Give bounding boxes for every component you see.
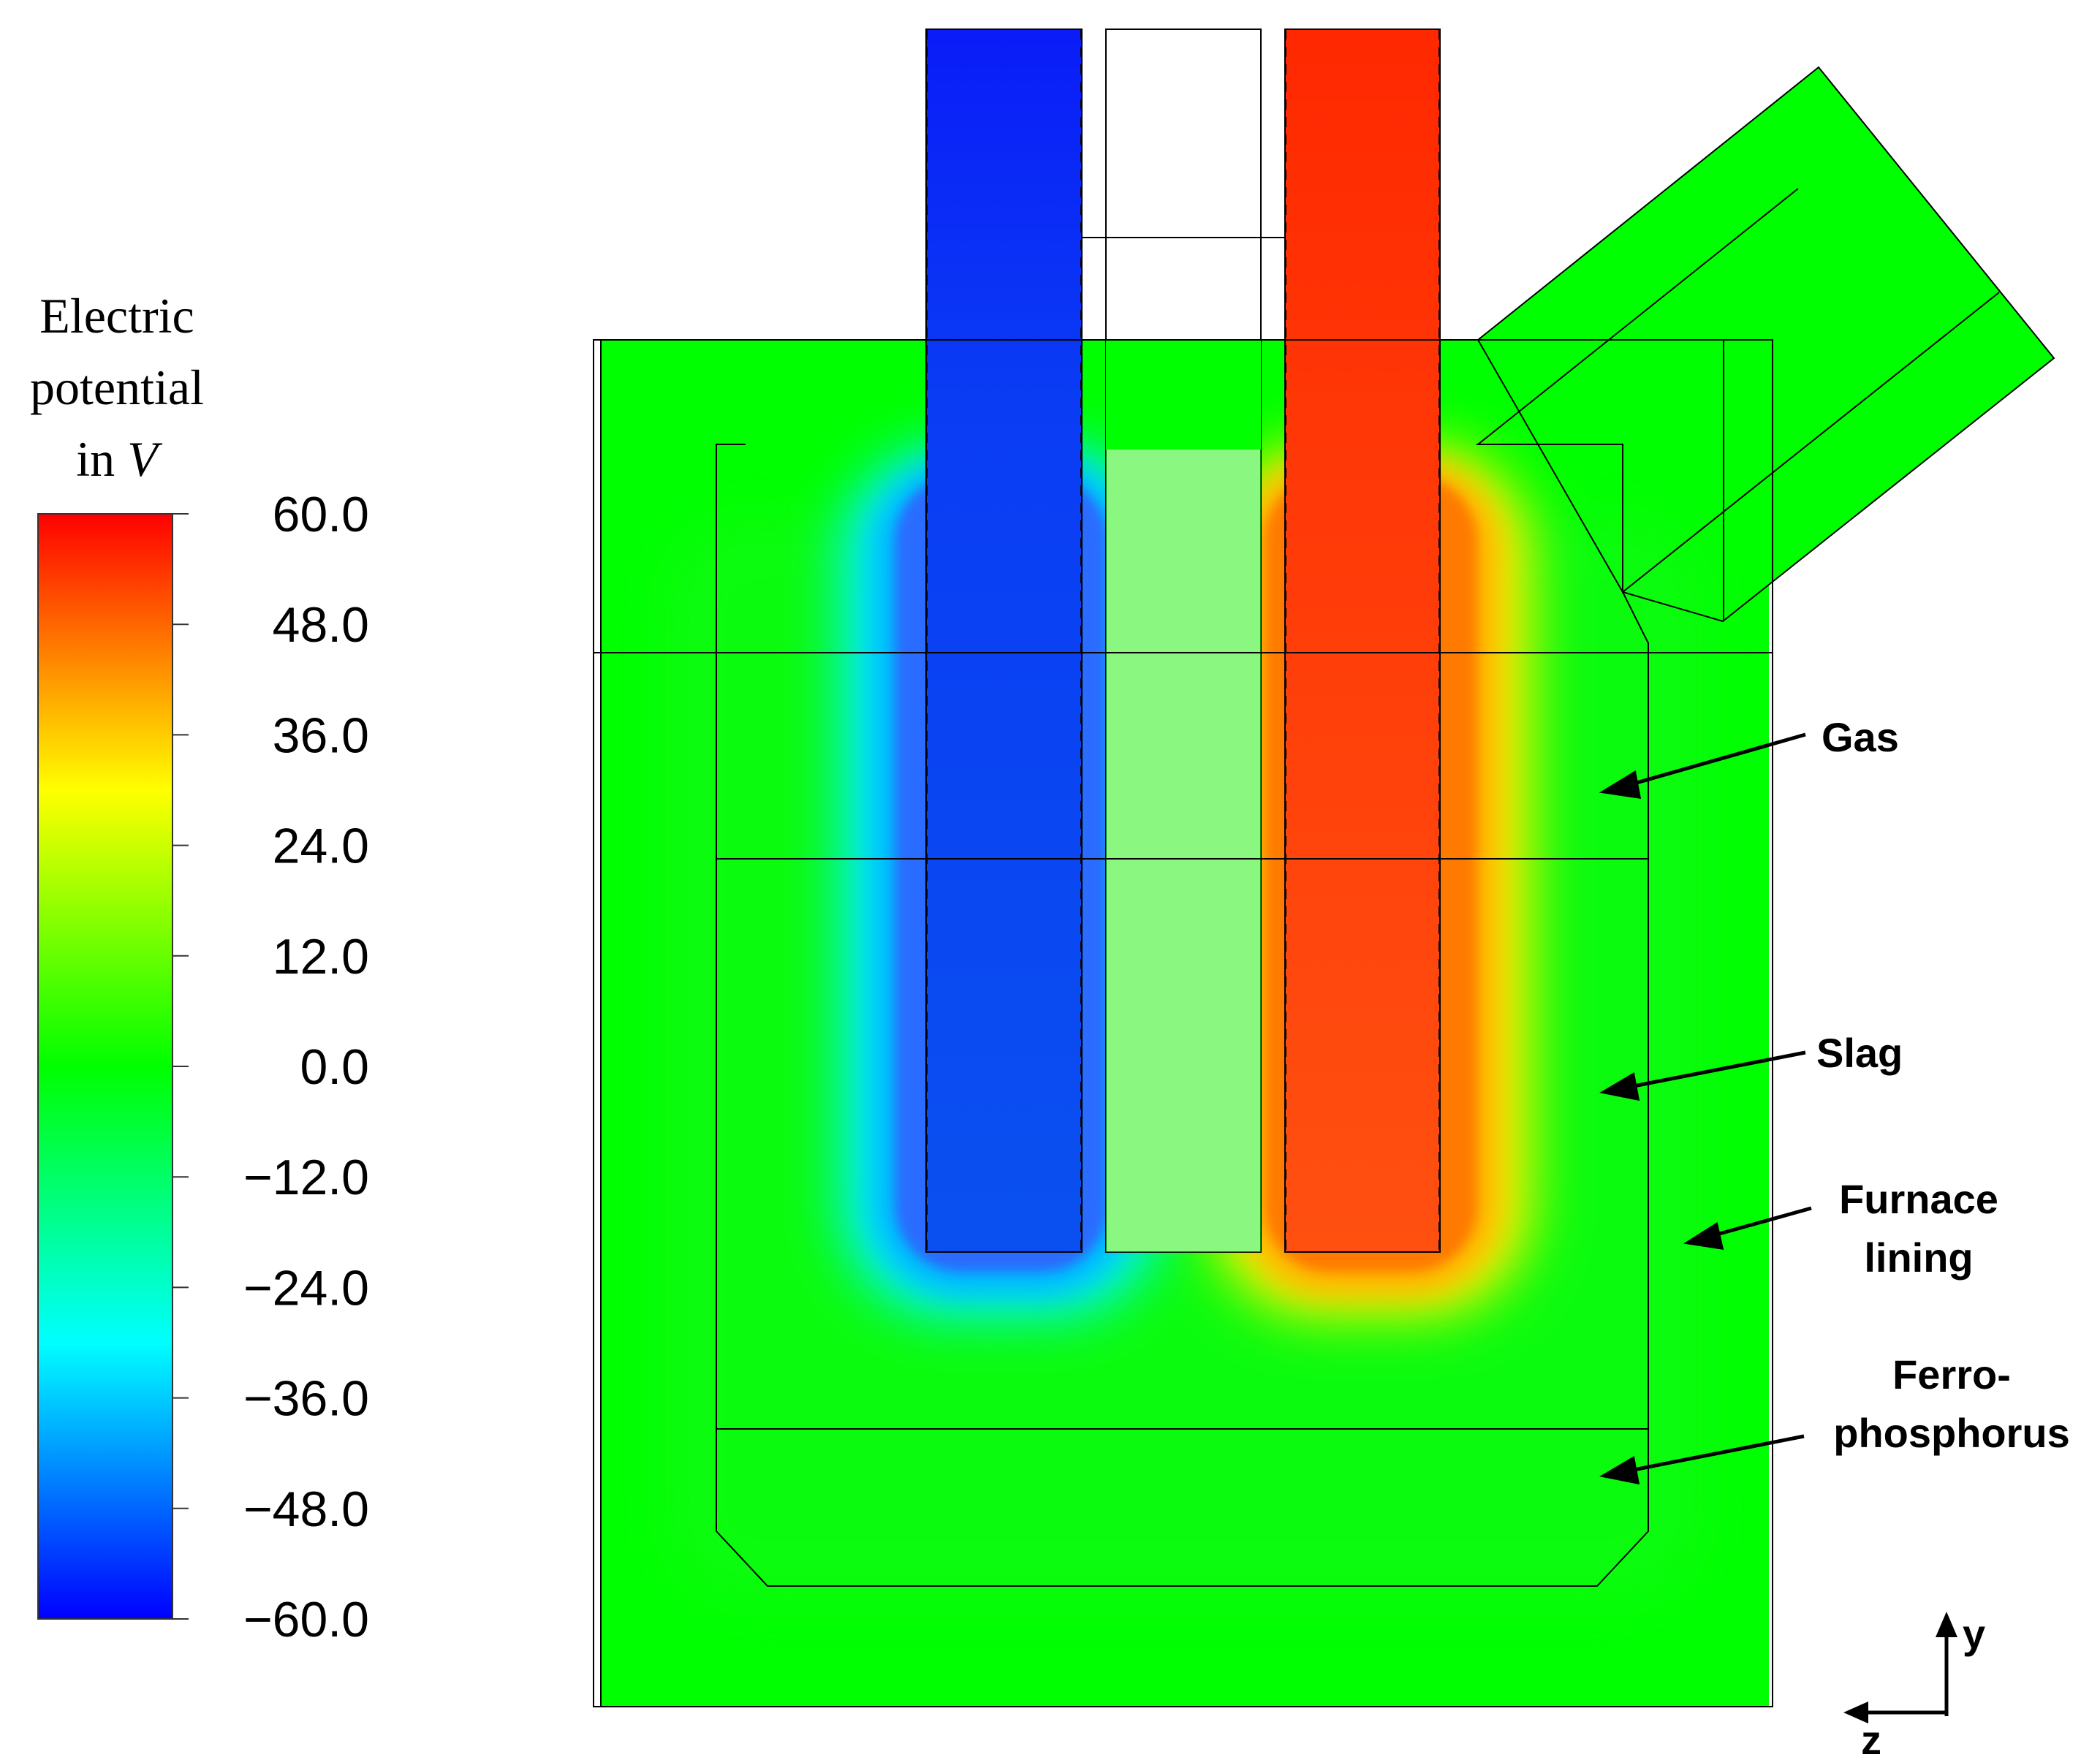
colorbar-tick-label: 60.0 [273, 487, 369, 542]
label-slag: Slag [1816, 1030, 1903, 1076]
middle-electrode-gas-segment [1106, 340, 1261, 450]
colorbar-tick-label: 48.0 [273, 597, 369, 653]
ferro-arrow-head [1599, 1456, 1640, 1485]
gas-arrow-head [1599, 770, 1642, 799]
colorbar-ticks: 60.0 48.0 36.0 24.0 12.0 0.0 −12.0 −24.0 −36.0 −4… [173, 487, 369, 1647]
label-ferrophosphorus-line1: Ferro- [1892, 1351, 2011, 1397]
colorbar-tick-label: −36.0 [243, 1371, 369, 1427]
colorbar-tick-label: −60.0 [243, 1592, 369, 1647]
legend-title-line1: Electric [39, 288, 194, 344]
middle-electrode-lower [1106, 450, 1261, 1252]
legend-title-line3: in V [76, 431, 163, 487]
colorbar-tick-label: 0.0 [300, 1039, 369, 1095]
y-axis-arrow [1936, 1612, 1957, 1637]
axis-label-z: z [1861, 1717, 1881, 1760]
z-axis-arrow [1843, 1702, 1868, 1723]
colorbar-gradient [37, 513, 173, 1620]
colorbar-tick-label: 24.0 [273, 819, 369, 874]
geometry-outlines [593, 29, 2055, 1707]
colorbar-tick-label: −48.0 [243, 1482, 369, 1537]
colorbar-tick-label: 36.0 [273, 708, 369, 763]
left-electrode [926, 29, 1082, 1252]
coordinate-axes: y z [1843, 1611, 1985, 1760]
region-annotations: Gas Slag Furnace lining Ferro- phosphoru… [1599, 714, 2070, 1485]
label-ferrophosphorus-line2: phosphorus [1833, 1410, 2070, 1456]
right-electrode [1285, 29, 1440, 1252]
legend-title-line2: potential [30, 360, 204, 415]
colorbar-tick-label: −12.0 [243, 1150, 369, 1205]
slag-arrow-head [1599, 1072, 1640, 1101]
legend-title-in: in [76, 431, 115, 487]
colorbar-tick-label: 12.0 [273, 929, 369, 985]
furnace-domain [593, 29, 2055, 1707]
label-gas: Gas [1822, 714, 1899, 760]
axis-label-y: y [1963, 1611, 1985, 1657]
legend-title-unit: V [127, 431, 163, 487]
colorbar-tick-label: −24.0 [243, 1260, 369, 1316]
annotation-arrows [1599, 732, 1812, 1485]
colorbar-legend: Electric potential in V 60.0 48.0 36.0 24.0… [30, 288, 369, 1647]
lining-arrow-head [1683, 1221, 1724, 1251]
outer-boundary [593, 339, 1773, 1707]
label-furnace-lining-line1: Furnace [1839, 1176, 1998, 1222]
label-furnace-lining-line2: lining [1864, 1234, 1973, 1281]
electrode-dashed-lines [926, 29, 1440, 1252]
